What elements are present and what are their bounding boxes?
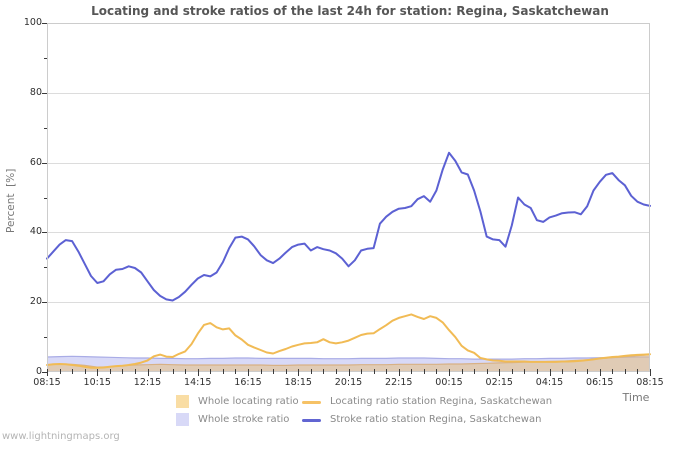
x-tick-label: 00:15 bbox=[435, 377, 463, 388]
y-tick-label: 100 bbox=[23, 17, 42, 28]
y-tick-label: 20 bbox=[29, 296, 42, 308]
x-tick-label: 02:15 bbox=[485, 377, 513, 388]
legend-label-whole-locating: Whole locating ratio bbox=[198, 396, 299, 407]
x-tick-label: 16:15 bbox=[234, 377, 262, 388]
x-tick-label: 08:15 bbox=[636, 377, 664, 388]
x-axis-label: Time bbox=[622, 391, 650, 404]
legend-swatch-whole-stroke bbox=[176, 413, 189, 426]
x-tick-label: 08:15 bbox=[33, 377, 61, 388]
y-tick-label: 40 bbox=[29, 226, 42, 238]
y-axis-label: Percent [%] bbox=[5, 168, 17, 233]
legend-swatch-stroke-station bbox=[302, 419, 321, 422]
legend-label-locating-station: Locating ratio station Regina, Saskatche… bbox=[330, 396, 553, 407]
x-tick-label: 18:15 bbox=[284, 377, 312, 388]
x-tick-label: 06:15 bbox=[586, 377, 614, 388]
y-tick-label: 80 bbox=[29, 86, 42, 98]
y-tick-label: 0 bbox=[35, 366, 42, 377]
x-tick-label: 04:15 bbox=[535, 377, 564, 388]
x-tick-label: 10:15 bbox=[83, 377, 111, 388]
y-tick-label: 60 bbox=[29, 156, 42, 168]
legend-label-stroke-station: Stroke ratio station Regina, Saskatchewa… bbox=[330, 414, 542, 425]
legend-swatch-whole-locating bbox=[176, 395, 189, 408]
watermark: www.lightningmaps.org bbox=[2, 431, 120, 442]
x-tick-label: 20:15 bbox=[334, 377, 363, 388]
legend-label-whole-stroke: Whole stroke ratio bbox=[198, 414, 290, 425]
x-tick-label: 22:15 bbox=[385, 377, 413, 388]
legend-swatch-locating-station bbox=[302, 401, 321, 404]
x-tick-label: 14:15 bbox=[184, 377, 212, 388]
chart-title: Locating and stroke ratios of the last 2… bbox=[91, 4, 609, 18]
x-tick-label: 12:15 bbox=[133, 377, 162, 388]
